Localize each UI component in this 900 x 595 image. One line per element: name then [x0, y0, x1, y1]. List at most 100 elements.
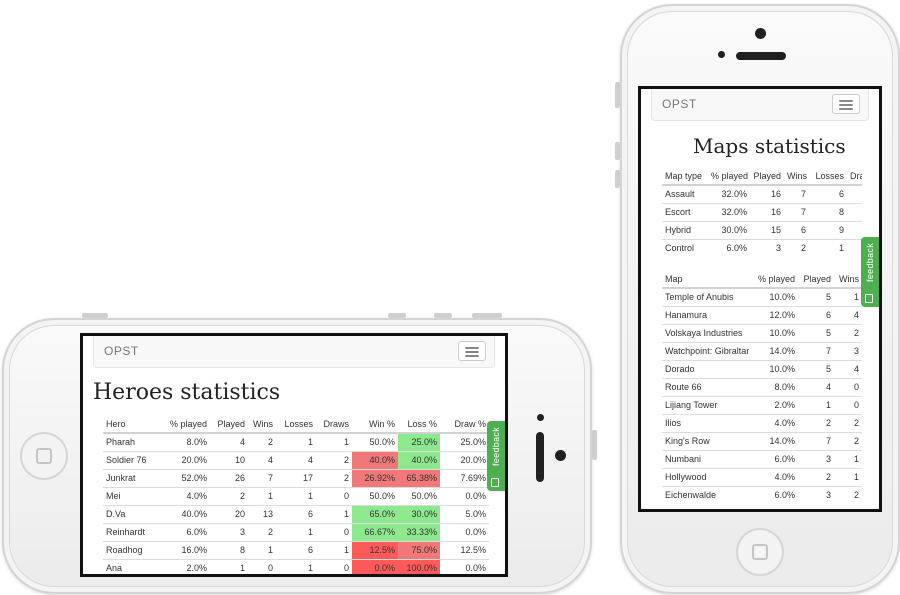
- heroes-column-header[interactable]: Played: [210, 415, 248, 434]
- hamburger-icon: [465, 347, 479, 349]
- speaker-grill: [536, 432, 544, 482]
- home-button[interactable]: [20, 432, 68, 480]
- home-button[interactable]: [736, 528, 784, 576]
- table-row: Lijiang Tower 2.0% 1 0: [662, 395, 862, 414]
- map-type-column-header[interactable]: Wins: [784, 167, 809, 186]
- feedback-label: feedback: [491, 427, 501, 466]
- table-row: Temple of Anubis 10.0% 5 1: [662, 287, 862, 306]
- heroes-column-header[interactable]: Losses: [276, 415, 316, 434]
- table-row: Mei 4.0% 2 1 1 0 50.0% 50.0% 0.0%: [103, 486, 489, 505]
- table-cell: 40.0%: [352, 450, 398, 469]
- table-cell: King's Row: [662, 431, 752, 450]
- heroes-column-header[interactable]: Wins: [248, 415, 276, 434]
- map-type-column-header[interactable]: Losses: [809, 167, 847, 186]
- table-row: Watchpoint: Gibraltar 14.0% 7 3: [662, 341, 862, 360]
- heroes-column-header[interactable]: Draw %: [440, 415, 489, 434]
- portrait-screen: OPST Maps statistics Map type% played Pla…: [638, 86, 882, 512]
- table-cell: 8.0%: [165, 432, 210, 451]
- table-cell: 2: [248, 432, 276, 451]
- table-cell: Soldier 76: [103, 450, 165, 469]
- table-cell: Numbani: [662, 449, 752, 468]
- menu-toggle-button[interactable]: [458, 341, 486, 361]
- maps-column-header[interactable]: Wins: [834, 270, 862, 289]
- table-cell: 66.67%: [352, 522, 398, 541]
- table-cell: [847, 238, 862, 257]
- table-cell: Assault: [662, 184, 708, 203]
- maps-table-wrap: Map% played Played Wins Temple of Anubis 10…: [662, 270, 862, 509]
- heroes-table-wrap: Hero% played Played Wins Losses Draws Win % Lo…: [103, 415, 489, 574]
- table-cell: 6.0%: [165, 522, 210, 541]
- table-cell: 1: [834, 467, 862, 486]
- table-cell: 25.0%: [398, 432, 440, 451]
- feedback-icon: [865, 294, 873, 303]
- table-cell: 2: [798, 413, 834, 432]
- table-cell: 1: [210, 558, 248, 574]
- mute-switch: [615, 82, 620, 108]
- table-cell: 6: [809, 184, 847, 203]
- feedback-tab[interactable]: feedback: [487, 421, 505, 491]
- brand-link[interactable]: OPST: [104, 344, 139, 358]
- table-cell: 7: [784, 202, 809, 221]
- table-cell: 0.0%: [440, 558, 489, 574]
- table-row: Ana 2.0% 1 0 1 0 0.0% 100.0% 0.0%: [103, 558, 489, 574]
- table-cell: 4: [276, 450, 316, 469]
- table-cell: 7: [784, 184, 809, 203]
- table-cell: Junkrat: [103, 468, 165, 487]
- map-type-column-header[interactable]: Played: [750, 167, 784, 186]
- hamburger-icon: [839, 100, 853, 102]
- table-cell: 12.0%: [752, 305, 798, 324]
- maps-column-header[interactable]: Played: [798, 270, 834, 289]
- feedback-tab[interactable]: feedback: [861, 237, 879, 307]
- heroes-column-header[interactable]: Hero: [103, 415, 165, 434]
- heroes-column-header[interactable]: Win %: [352, 415, 398, 434]
- table-cell: 5: [798, 287, 834, 306]
- table-cell: 33.33%: [398, 522, 440, 541]
- table-cell: 32.0%: [708, 184, 750, 203]
- table-cell: 0.0%: [352, 558, 398, 574]
- table-cell: 4.0%: [752, 467, 798, 486]
- table-cell: D.Va: [103, 504, 165, 523]
- table-cell: 7.69%: [440, 468, 489, 487]
- landscape-screen: OPST Heroes statistics Hero% played Playe…: [80, 333, 508, 577]
- maps-column-header[interactable]: Map: [662, 270, 752, 289]
- table-cell: 1: [276, 486, 316, 505]
- table-cell: Volskaya Industries: [662, 323, 752, 342]
- hamburger-icon: [465, 355, 479, 357]
- table-row: Assault 32.0% 16 7 6: [662, 184, 862, 203]
- table-cell: 8: [809, 202, 847, 221]
- table-cell: 3: [750, 238, 784, 257]
- table-cell: 2: [798, 467, 834, 486]
- map-type-column-header[interactable]: Draw: [847, 167, 862, 186]
- table-cell: 6.0%: [752, 485, 798, 504]
- table-cell: 5.0%: [440, 504, 489, 523]
- table-cell: 26: [210, 468, 248, 487]
- table-row: Ilios 4.0% 2 2: [662, 413, 862, 432]
- table-cell: 0: [834, 395, 862, 414]
- table-cell: 14.0%: [752, 431, 798, 450]
- table-cell: 75.0%: [398, 540, 440, 559]
- table-cell: Route 66: [662, 377, 752, 396]
- heroes-column-header[interactable]: % played: [165, 415, 210, 434]
- maps-column-header[interactable]: % played: [752, 270, 798, 289]
- table-cell: 4.0%: [752, 413, 798, 432]
- table-cell: Roadhog: [103, 540, 165, 559]
- heroes-column-header[interactable]: Draws: [316, 415, 352, 434]
- map-type-column-header[interactable]: % played: [708, 167, 750, 186]
- brand-link[interactable]: OPST: [662, 97, 697, 111]
- hamburger-icon: [465, 351, 479, 353]
- table-cell: 1: [798, 395, 834, 414]
- table-cell: 1: [316, 432, 352, 451]
- power-button: [592, 430, 597, 460]
- menu-toggle-button[interactable]: [832, 94, 860, 114]
- table-cell: 25.0%: [440, 432, 489, 451]
- table-cell: 40.0%: [398, 450, 440, 469]
- table-cell: 4: [248, 450, 276, 469]
- table-cell: 65.38%: [398, 468, 440, 487]
- table-cell: [847, 184, 862, 203]
- table-cell: 10.0%: [752, 323, 798, 342]
- map-type-column-header[interactable]: Map type: [662, 167, 708, 186]
- sensor-dot: [718, 51, 725, 58]
- heroes-column-header[interactable]: Loss %: [398, 415, 440, 434]
- table-cell: 3: [798, 485, 834, 504]
- table-cell: Reinhardt: [103, 522, 165, 541]
